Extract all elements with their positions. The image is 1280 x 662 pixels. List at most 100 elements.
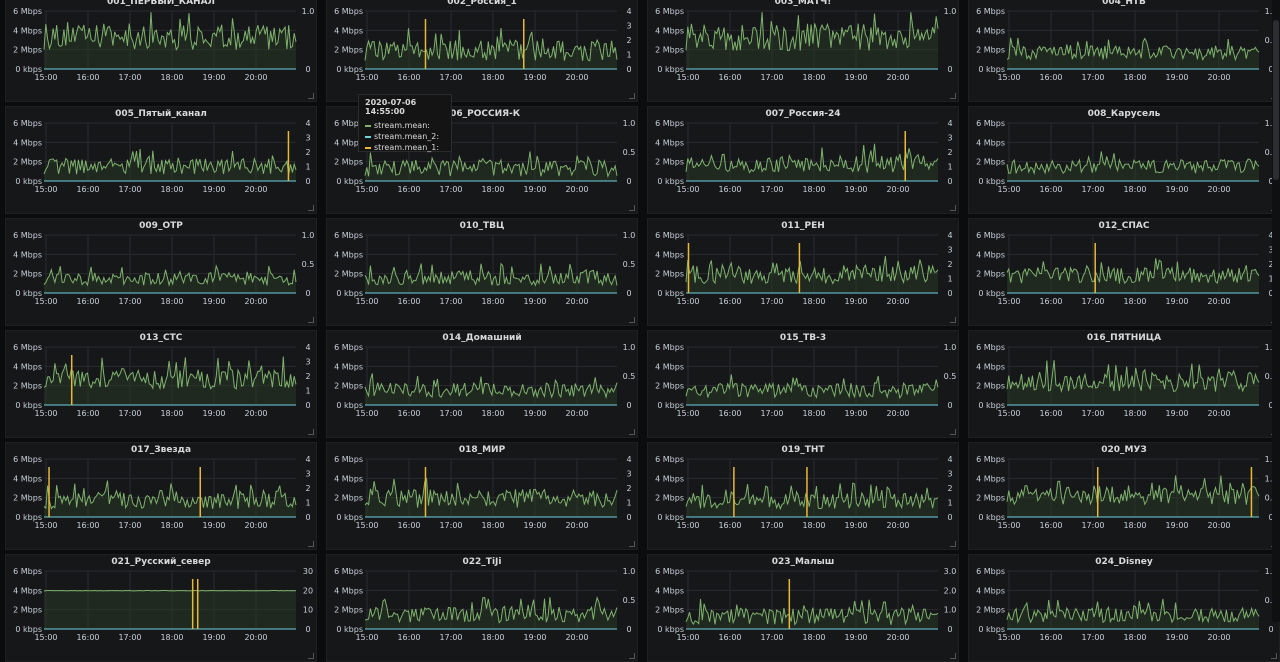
panel-resize-handle[interactable] [629,653,635,659]
x-axis-tick: 16:00 [76,297,99,306]
panel-resize-handle[interactable] [629,93,635,99]
y-axis-right-tick: 1 [626,499,631,508]
panel-resize-handle[interactable] [629,429,635,435]
panel-resize-handle[interactable] [308,317,314,323]
panel-resize-handle[interactable] [629,205,635,211]
panel-resize-handle[interactable] [308,429,314,435]
y-axis-left-tick: 4 Mbps [334,250,363,259]
y-axis-left-tick: 4 Mbps [655,474,684,483]
y-axis-right-tick: 1.0 [944,606,957,615]
panel-resize-handle[interactable] [308,541,314,547]
y-axis-left-tick: 6 Mbps [13,231,42,240]
x-axis-tick: 15:00 [676,185,699,194]
panel-resize-handle[interactable] [950,93,956,99]
y-axis-left-tick: 6 Mbps [655,7,684,16]
x-axis-tick: 19:00 [844,297,867,306]
x-axis-tick: 20:00 [244,73,267,82]
panel-resize-handle[interactable] [950,317,956,323]
x-axis-tick: 17:00 [118,521,141,530]
panel-resize-handle[interactable] [1271,653,1277,659]
panel-resize-handle[interactable] [308,93,314,99]
panel-resize-handle[interactable] [950,205,956,211]
x-axis-tick: 16:00 [397,185,420,194]
x-axis-tick: 19:00 [1165,297,1188,306]
y-axis-left-tick: 6 Mbps [976,567,1005,576]
y-axis-right-tick: 0.5 [623,260,636,269]
x-axis-tick: 15:00 [355,521,378,530]
series-line-stream-mean [365,264,617,286]
x-axis-tick: 17:00 [118,73,141,82]
x-axis-tick: 20:00 [886,185,909,194]
page-scrollbar[interactable] [1272,0,1280,622]
panel-resize-handle[interactable] [629,541,635,547]
panel-resize-handle[interactable] [308,653,314,659]
x-axis-tick: 16:00 [718,297,741,306]
y-axis-right-tick: 0 [947,401,952,410]
x-axis-tick: 17:00 [439,297,462,306]
scrollbar-thumb[interactable] [1273,20,1279,180]
y-axis-left-tick: 6 Mbps [976,119,1005,128]
panel-resize-handle[interactable] [629,317,635,323]
panel-resize-handle[interactable] [950,653,956,659]
x-axis-tick: 20:00 [244,521,267,530]
panel-resize-handle[interactable] [950,429,956,435]
series-area [44,481,296,517]
x-axis-tick: 15:00 [997,633,1020,642]
x-axis-tick: 17:00 [439,409,462,418]
y-axis-left-tick: 6 Mbps [655,455,684,464]
x-axis-tick: 20:00 [565,73,588,82]
x-axis-tick: 16:00 [1039,633,1062,642]
panel-resize-handle[interactable] [950,541,956,547]
series-swatch-icon [365,147,371,149]
panel-resize-handle[interactable] [308,205,314,211]
y-axis-left-tick: 4 Mbps [13,138,42,147]
x-axis-tick: 15:00 [34,521,57,530]
